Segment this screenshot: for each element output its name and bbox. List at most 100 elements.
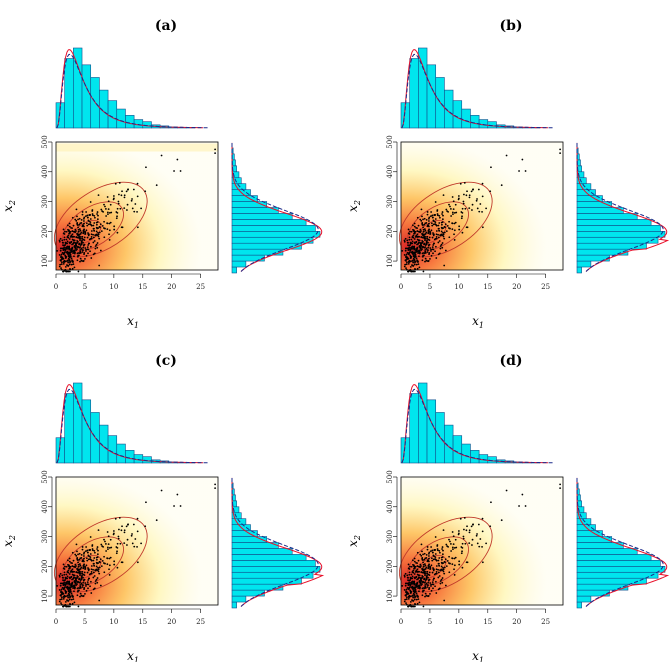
data-point: [67, 559, 69, 562]
data-point: [160, 489, 163, 492]
data-point: [438, 557, 441, 559]
data-point: [427, 552, 430, 555]
data-point: [108, 239, 111, 241]
data-point: [58, 600, 61, 603]
histogram-bar: [64, 58, 74, 129]
histogram-bar: [452, 100, 463, 129]
x-tick-label: 10: [454, 618, 463, 626]
x-tick-label: 20: [512, 618, 521, 626]
data-point: [68, 259, 71, 261]
data-point: [82, 584, 84, 586]
data-point: [471, 209, 473, 211]
data-point: [463, 193, 465, 196]
data-point: [490, 166, 492, 169]
data-point: [85, 248, 87, 251]
data-point: [524, 505, 527, 507]
data-point: [449, 540, 451, 543]
data-point: [421, 222, 424, 225]
data-point: [77, 226, 79, 229]
data-point: [100, 543, 103, 546]
histogram-bar: [576, 560, 661, 567]
histogram-bar: [231, 242, 302, 250]
data-point: [83, 588, 85, 590]
data-point: [96, 218, 99, 221]
data-point: [87, 587, 89, 590]
data-point: [136, 561, 139, 564]
y-tick-label: 200: [386, 560, 394, 573]
data-point: [97, 570, 100, 573]
data-point: [413, 251, 416, 254]
data-point: [424, 257, 427, 260]
data-point: [85, 222, 88, 225]
data-point: [88, 573, 91, 576]
data-point: [82, 595, 85, 598]
data-point: [413, 222, 416, 225]
data-point: [96, 558, 98, 561]
data-point: [425, 578, 428, 581]
data-point: [72, 559, 75, 562]
y-tick-label: 400: [41, 500, 49, 513]
data-point: [415, 257, 418, 260]
data-point: [106, 557, 109, 560]
data-point: [95, 561, 98, 564]
data-point: [119, 207, 122, 210]
data-point: [428, 253, 430, 255]
data-point: [481, 517, 484, 520]
data-point: [437, 571, 440, 574]
data-point: [80, 222, 83, 224]
data-point: [421, 550, 423, 553]
data-point: [68, 241, 71, 244]
y-axis-label: x2: [346, 535, 362, 547]
data-point: [86, 559, 89, 562]
data-point: [94, 234, 96, 237]
data-point: [64, 589, 67, 592]
data-point: [93, 549, 96, 552]
data-point: [64, 241, 67, 244]
data-point: [87, 252, 89, 255]
data-point: [472, 523, 474, 526]
data-point: [83, 239, 86, 241]
data-point: [426, 546, 429, 548]
data-point: [412, 253, 415, 256]
data-point: [416, 594, 418, 597]
data-point: [92, 568, 94, 571]
data-point: [81, 570, 84, 573]
data-point: [72, 587, 74, 589]
data-point: [85, 546, 88, 548]
data-point: [422, 553, 424, 556]
data-point: [413, 573, 416, 575]
y-tick-label: 200: [41, 560, 49, 573]
data-point: [420, 208, 423, 211]
data-point: [75, 208, 78, 211]
scatter-points: [56, 148, 217, 273]
data-point: [403, 574, 406, 577]
data-point: [70, 583, 73, 586]
data-point: [108, 564, 111, 567]
data-point: [428, 565, 431, 568]
data-point: [66, 599, 68, 601]
data-point: [92, 241, 95, 244]
data-point: [69, 261, 71, 264]
data-point: [408, 581, 411, 584]
data-point: [70, 576, 73, 579]
data-point: [113, 560, 116, 563]
data-point: [121, 190, 123, 193]
data-point: [413, 582, 415, 585]
data-point: [131, 542, 134, 545]
data-point: [133, 210, 136, 213]
data-point: [475, 534, 478, 537]
data-point: [413, 598, 416, 601]
data-point: [82, 576, 84, 579]
data-point: [440, 221, 443, 224]
data-point: [416, 571, 419, 573]
data-point: [126, 209, 128, 211]
data-point: [80, 243, 83, 246]
data-point: [77, 559, 79, 561]
data-point: [403, 589, 406, 591]
scatter-points: [56, 483, 217, 608]
data-point: [83, 551, 86, 554]
data-point: [83, 579, 85, 581]
data-point: [431, 583, 434, 586]
data-point: [80, 553, 83, 556]
data-point: [436, 544, 439, 546]
